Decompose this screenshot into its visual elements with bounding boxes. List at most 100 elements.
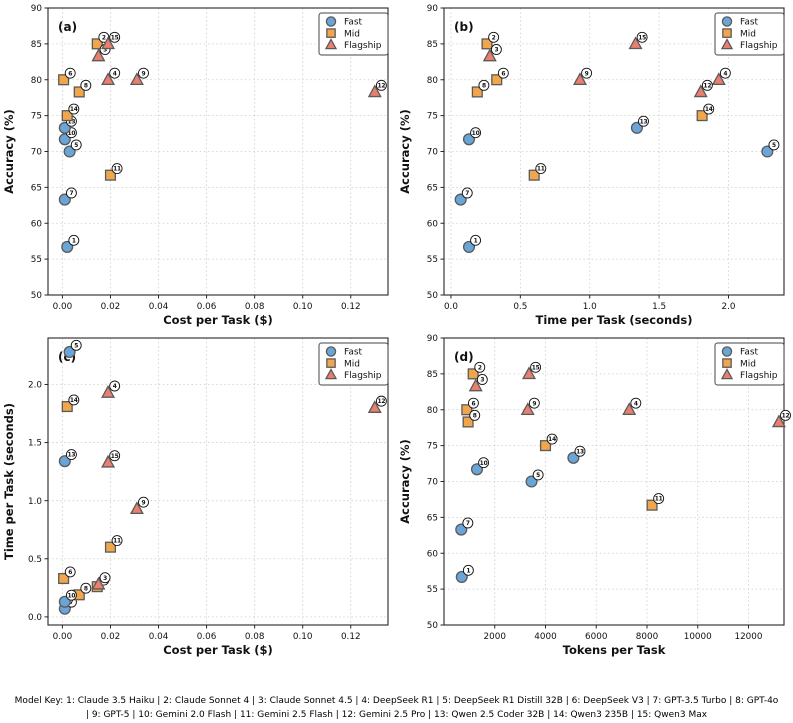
x-tick-label: 0.06 (197, 632, 217, 642)
x-tick-label: 0.08 (245, 302, 265, 312)
x-tick-label: 0.00 (53, 632, 73, 642)
y-tick-label: 65 (427, 513, 438, 523)
legend-label: Fast (344, 18, 363, 28)
x-tick-label: 1.5 (652, 302, 666, 312)
point-badge-number: 2 (102, 35, 106, 41)
point-badge-number: 14 (70, 398, 78, 404)
point-badge-number: 5 (772, 143, 776, 149)
point-badge-15 (109, 31, 121, 43)
point-(d)-model-2 (467, 368, 479, 380)
point-badge-9 (138, 496, 149, 508)
x-tick-label: 10000 (684, 632, 712, 642)
point-badge-8 (469, 409, 481, 421)
panel-grid: 0.00 0.02 0.04 0.06 0.08 0.10 0.12 50 55 60 65 70 75… (0, 0, 792, 660)
point-(d)-model-14 (539, 440, 552, 452)
point-(d)-model-3 (468, 378, 483, 392)
x-axis-label: Cost per Task ($) (163, 313, 273, 327)
point-badge-number: 12 (782, 413, 790, 419)
point-(a)-model-9 (129, 72, 144, 85)
point-badge-number: 7 (69, 191, 73, 197)
point-badge-13 (574, 445, 586, 457)
axes-frame (47, 337, 389, 626)
x-tick-label: 0.0 (444, 302, 458, 312)
point-badge-5 (70, 139, 82, 151)
legend-box (318, 342, 389, 386)
scatter-plot-(a): 0.00 0.02 0.04 0.06 0.08 0.10 0.12505560657075… (0, 0, 396, 330)
point-badge-number: 9 (142, 500, 146, 506)
point-badge-15 (636, 31, 648, 43)
point-(b)-model-13 (630, 121, 643, 134)
point-(b)-model-5 (761, 145, 774, 158)
point-badge-13 (638, 115, 649, 127)
point-badge-number: 13 (68, 119, 76, 125)
point-badge-number: 2 (492, 35, 496, 41)
point-badge-15 (530, 361, 542, 373)
point-badge-number: 12 (377, 83, 385, 89)
point-badge-number: 6 (68, 71, 72, 77)
point-badge-10 (65, 589, 77, 601)
point-badge-number: 15 (638, 35, 646, 41)
point-badge-number: 15 (111, 454, 119, 460)
point-badge-4 (109, 67, 121, 79)
x-tick-label: 0.00 (53, 302, 73, 312)
point-badge-5 (768, 139, 780, 151)
point-badge-14 (703, 103, 715, 115)
point-badge-number: 3 (103, 576, 107, 582)
y-tick-label: 90 (427, 334, 439, 344)
point-badge-5 (532, 469, 544, 481)
point-badge-number: 6 (471, 401, 475, 407)
point-badge-number: 9 (585, 71, 589, 77)
point-(b)-model-9 (573, 72, 587, 85)
point-(c)-model-10 (58, 595, 71, 608)
point-badge-12 (701, 79, 713, 91)
legend-label: Flagship (740, 41, 778, 51)
point-badge-number: 7 (69, 600, 73, 606)
legend-label: Mid (740, 29, 756, 39)
point-badge-number: 7 (465, 191, 469, 197)
y-tick-label: 55 (427, 255, 438, 265)
y-axis-label: Time per Task (seconds) (2, 403, 16, 560)
point-badge-12 (780, 409, 791, 421)
point-(a)-model-5 (63, 145, 76, 158)
x-tick-label: 1.0 (583, 302, 597, 312)
point-(b)-model-2 (481, 38, 493, 50)
point-badge-number: 13 (576, 449, 584, 455)
point-badge-number: 4 (634, 401, 638, 407)
triangle-legend-marker (720, 38, 734, 50)
point-(d)-model-4 (622, 402, 637, 415)
y-tick-label: 65 (427, 183, 438, 193)
square-legend-marker (326, 358, 336, 368)
y-tick-label: 50 (427, 621, 439, 631)
point-badge-7 (461, 187, 473, 199)
square-legend-marker (722, 358, 732, 368)
point-badge-14 (546, 433, 558, 445)
point-badge-7 (462, 517, 474, 529)
square-legend-marker (326, 28, 336, 38)
point-badge-6 (64, 566, 76, 578)
scatter-plot-(d): 2000 4000 6000 8000 10000 1200050556065707580… (396, 330, 792, 660)
circle-legend-marker (721, 346, 733, 357)
point-badge-11 (111, 535, 123, 546)
model-key-caption: Model Key: 1: Claude 3.5 Haiku | 2: Clau… (14, 696, 779, 720)
point-(c)-model-12 (367, 400, 382, 413)
point-badge-number: 3 (103, 48, 107, 54)
point-badge-number: 8 (84, 83, 88, 89)
point-(a)-model-13 (58, 121, 71, 134)
y-tick-label: 90 (31, 4, 43, 14)
point-badge-number: 8 (482, 83, 486, 89)
point-(b)-model-11 (528, 169, 540, 181)
point-badge-12 (375, 395, 387, 407)
x-tick-label: 0.04 (149, 302, 169, 312)
triangle-legend-marker (720, 368, 734, 380)
point-badge-number: 9 (142, 71, 146, 77)
point-badge-11 (111, 163, 123, 175)
point-badge-number: 10 (68, 131, 76, 137)
x-tick-label: 0.04 (149, 632, 169, 642)
point-badge-number: 12 (377, 399, 385, 405)
point-(d)-model-10 (470, 463, 484, 476)
point-badge-3 (99, 572, 111, 584)
point-badge-3 (490, 44, 502, 55)
point-badge-number: 10 (480, 461, 488, 467)
